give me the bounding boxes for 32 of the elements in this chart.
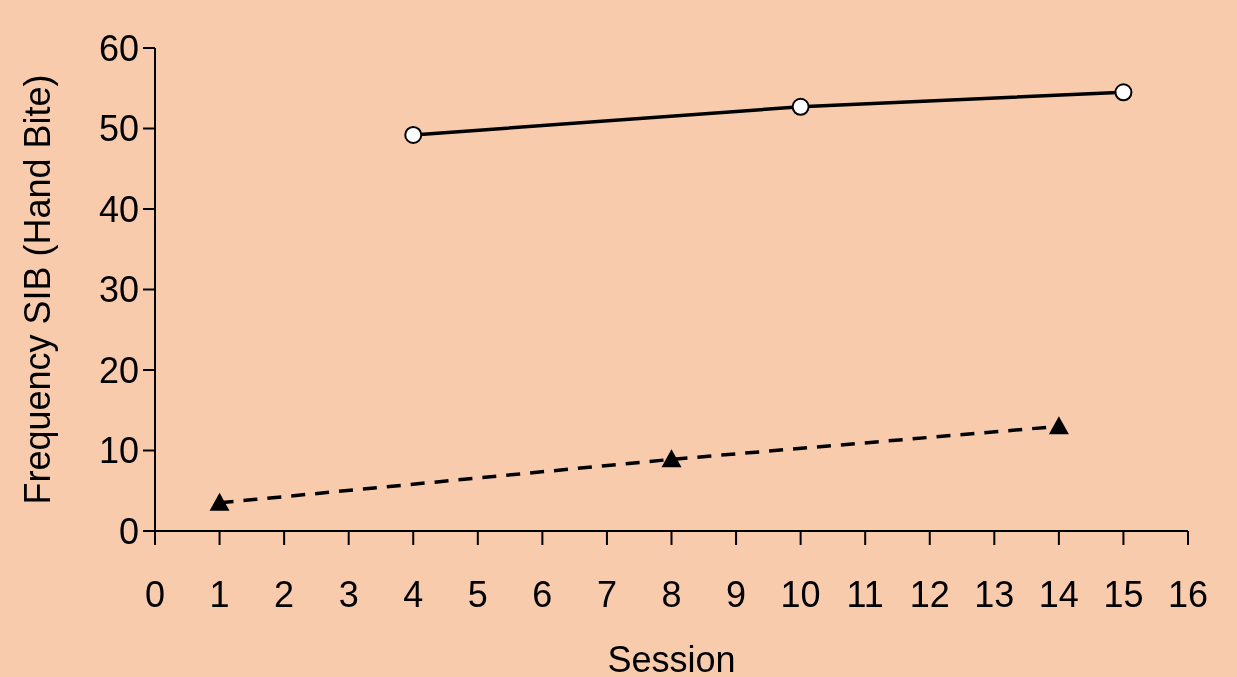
y-tick-label: 40 [98,188,139,230]
point [209,492,230,511]
y-tick-label: 30 [98,269,139,311]
y-tick-label: 50 [98,108,139,150]
point [1114,83,1133,102]
point [1048,416,1069,435]
y-tick-label: 20 [98,349,139,391]
y-tick-label: 10 [98,430,139,472]
y-tick-label: 0 [118,510,139,552]
x-tick-label: 0 [144,574,166,615]
x-axis-title: Session [607,639,736,677]
x-tick-label: 14 [1038,574,1079,615]
x-tick-label: 2 [274,574,295,615]
x-tick-label: 5 [467,574,488,615]
x-tick-label: 11 [846,574,884,615]
y-axis-title: Frequency SIB (Hand Bite) [17,74,58,505]
x-tick-label: 6 [532,574,553,615]
y-tick-label: 60 [98,27,139,69]
x-tick-label: 8 [661,574,682,615]
x-tick-label: 15 [1103,574,1144,615]
point [404,125,423,144]
x-tick-label: 7 [596,574,617,615]
x-tick-label: 13 [974,574,1015,615]
x-tick-label: 3 [338,574,359,615]
x-tick-label: 12 [909,574,950,615]
x-tick-label: 9 [726,574,747,615]
x-tick-label: 1 [209,574,230,615]
x-tick-label: 4 [403,574,424,615]
point [661,449,682,468]
point [791,97,810,116]
x-tick-label: 10 [780,574,821,615]
x-tick-label: 16 [1167,574,1209,615]
